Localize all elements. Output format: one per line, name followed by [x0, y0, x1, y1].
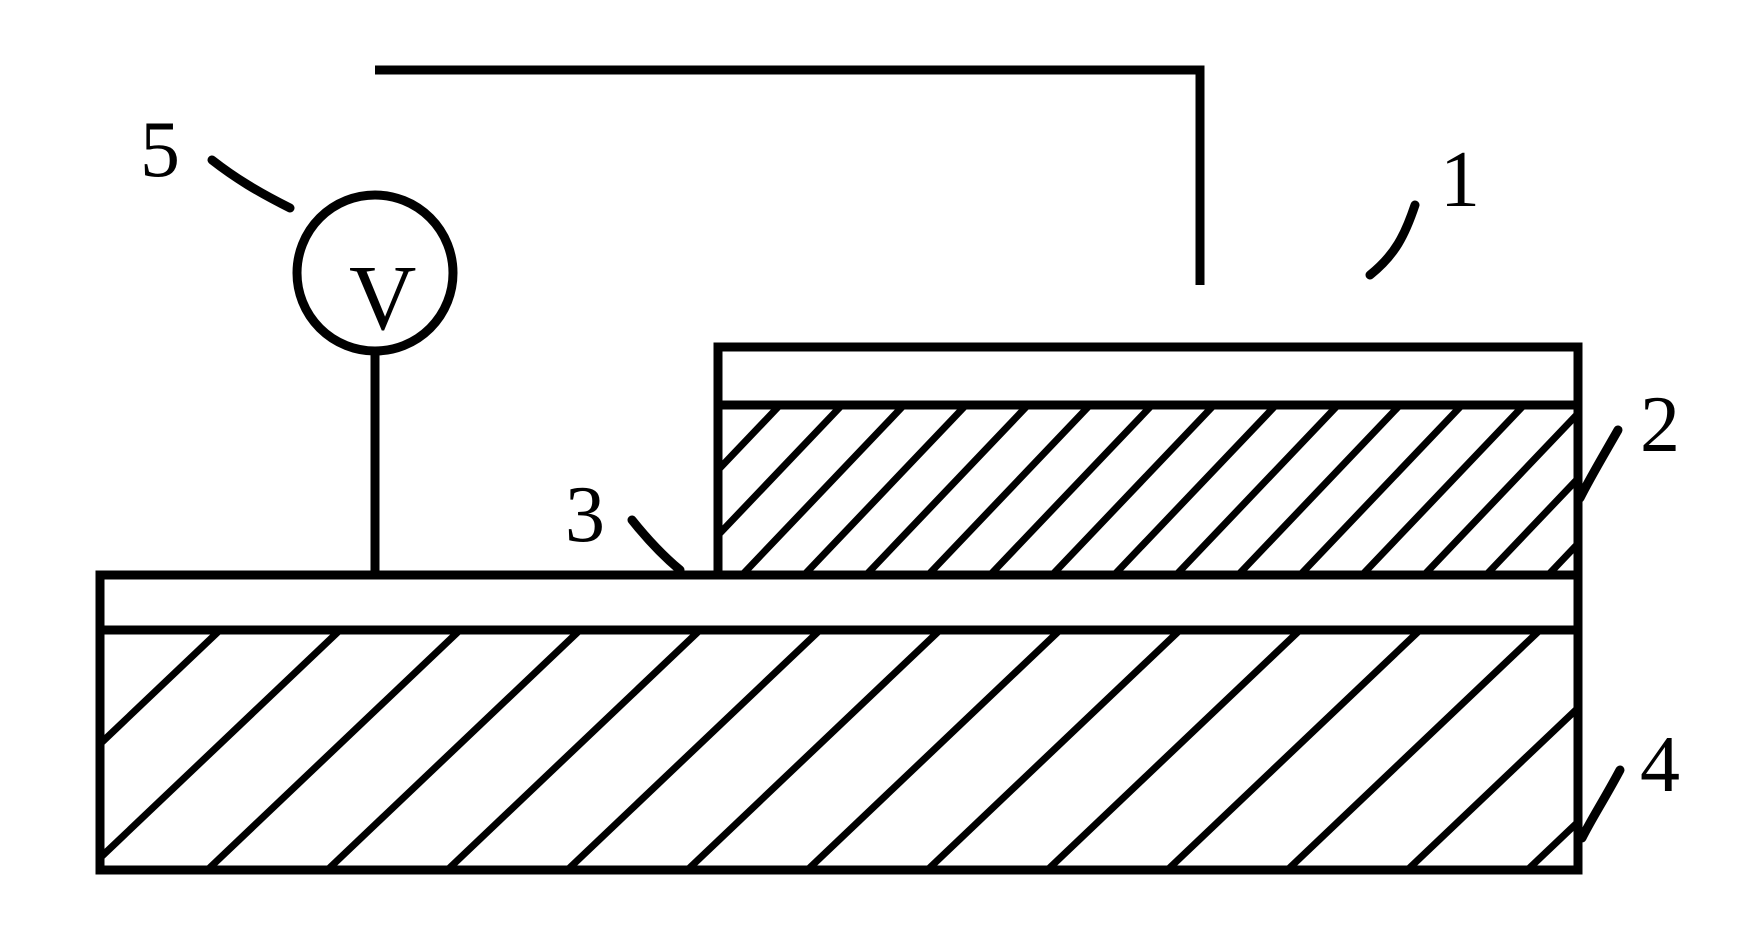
- leader-4: [1582, 770, 1620, 838]
- layer-1-top-electrode: [718, 347, 1578, 405]
- wire-top: [375, 70, 1200, 285]
- leader-5: [212, 160, 290, 208]
- voltmeter-label: V: [349, 245, 416, 352]
- leader-3: [632, 520, 680, 570]
- layer-4-substrate: [100, 630, 1578, 870]
- label-2: 2: [1640, 380, 1680, 471]
- layer-3-bottom-electrode: [100, 575, 1578, 630]
- label-5: 5: [140, 105, 180, 196]
- label-3: 3: [565, 470, 605, 561]
- label-4: 4: [1640, 720, 1680, 811]
- leader-1: [1370, 205, 1415, 275]
- diagram-svg: [0, 0, 1763, 928]
- label-1: 1: [1440, 135, 1480, 226]
- leader-2: [1580, 430, 1618, 498]
- diagram-root: 1 2 3 4 5 V: [0, 0, 1763, 928]
